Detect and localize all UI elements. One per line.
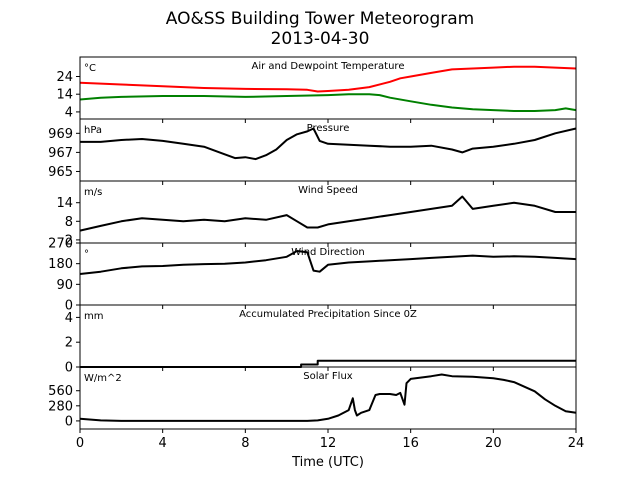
- panel-3-ytick-label-2: 180: [48, 257, 73, 272]
- panel-0-series-1-line: [79, 93, 577, 112]
- panel-3: 0 90 180 270 ° Wind Direction: [48, 237, 577, 314]
- panel-2-series-0-line: [79, 195, 576, 232]
- panel-5-ytick-label-0: 0: [65, 414, 73, 429]
- x-tick-label-6: 24: [568, 436, 585, 451]
- panel-0-ytick-label-0: 4: [65, 105, 73, 120]
- panel-0-unit: °C: [84, 63, 96, 74]
- x-tick-label-3: 12: [320, 436, 337, 451]
- panel-3-ytick-label-3: 270: [48, 237, 73, 252]
- panel-4-ytick-label-2: 4: [65, 311, 73, 326]
- panel-1-ytick-label-2: 969: [48, 127, 73, 142]
- panel-0-ytick-label-2: 24: [56, 70, 73, 85]
- chart-title: AO&SS Building Tower Meteorogram: [166, 9, 474, 29]
- panel-1-series-0-line: [80, 127, 577, 161]
- x-tick-label-1: 4: [159, 436, 167, 451]
- x-tick-label-4: 16: [402, 436, 419, 451]
- panel-1-unit: hPa: [84, 125, 102, 136]
- panel-5-series-0-line: [79, 373, 577, 422]
- x-tick-label-5: 20: [485, 436, 502, 451]
- panel-1-title: Pressure: [307, 123, 350, 134]
- panel-2: 2 8 14 m/s Wind Speed: [56, 180, 577, 248]
- panel-2-title: Wind Speed: [298, 185, 358, 196]
- panel-5-unit: W/m^2: [84, 373, 122, 384]
- panel-3-ytick-label-1: 90: [56, 278, 73, 293]
- chart-subtitle: 2013-04-30: [271, 29, 370, 49]
- panel-5-title: Solar Flux: [303, 371, 353, 382]
- panel-2-ytick-label-0: 2: [65, 233, 73, 248]
- panel-0: 4 14 24 °C Air and Dewpoint Temperature: [56, 56, 577, 123]
- panel-5-ytick-label-2: 560: [48, 384, 73, 399]
- x-axis-label: Time (UTC): [291, 455, 364, 470]
- panel-4-unit: mm: [84, 311, 103, 322]
- panel-4-series-0-line: [80, 359, 576, 368]
- panel-4: 0 2 4 mm Accumulated Precipitation Since 0Z: [65, 304, 577, 376]
- panel-5-ytick-label-1: 280: [48, 399, 73, 414]
- panel-3-series-0-line: [79, 250, 577, 275]
- panel-1-ytick-label-0: 965: [48, 165, 73, 180]
- x-tick-label-0: 0: [76, 436, 84, 451]
- panel-4-ytick-label-1: 2: [65, 336, 73, 351]
- panel-0-ytick-label-1: 14: [56, 88, 73, 103]
- panel-3-unit: °: [84, 249, 89, 260]
- x-axis: 0 4 8 12 16 20 24: [76, 436, 584, 451]
- x-tick-label-2: 8: [241, 436, 249, 451]
- panel-3-ytick-label-0: 0: [65, 299, 73, 314]
- panel-1-ytick-label-1: 967: [48, 146, 73, 161]
- panel-1: 965 967 969 hPa Pressure: [48, 118, 577, 185]
- panel-4-title: Accumulated Precipitation Since 0Z: [239, 309, 417, 320]
- panel-2-ytick-label-1: 8: [65, 215, 73, 230]
- panel-0-series-0-line: [79, 65, 577, 93]
- panel-3-title: Wind Direction: [291, 247, 365, 258]
- panel-0-title: Air and Dewpoint Temperature: [252, 61, 405, 72]
- panel-2-ytick-label-2: 14: [56, 196, 73, 211]
- panel-2-unit: m/s: [84, 187, 102, 198]
- panel-4-ytick-label-0: 0: [65, 361, 73, 376]
